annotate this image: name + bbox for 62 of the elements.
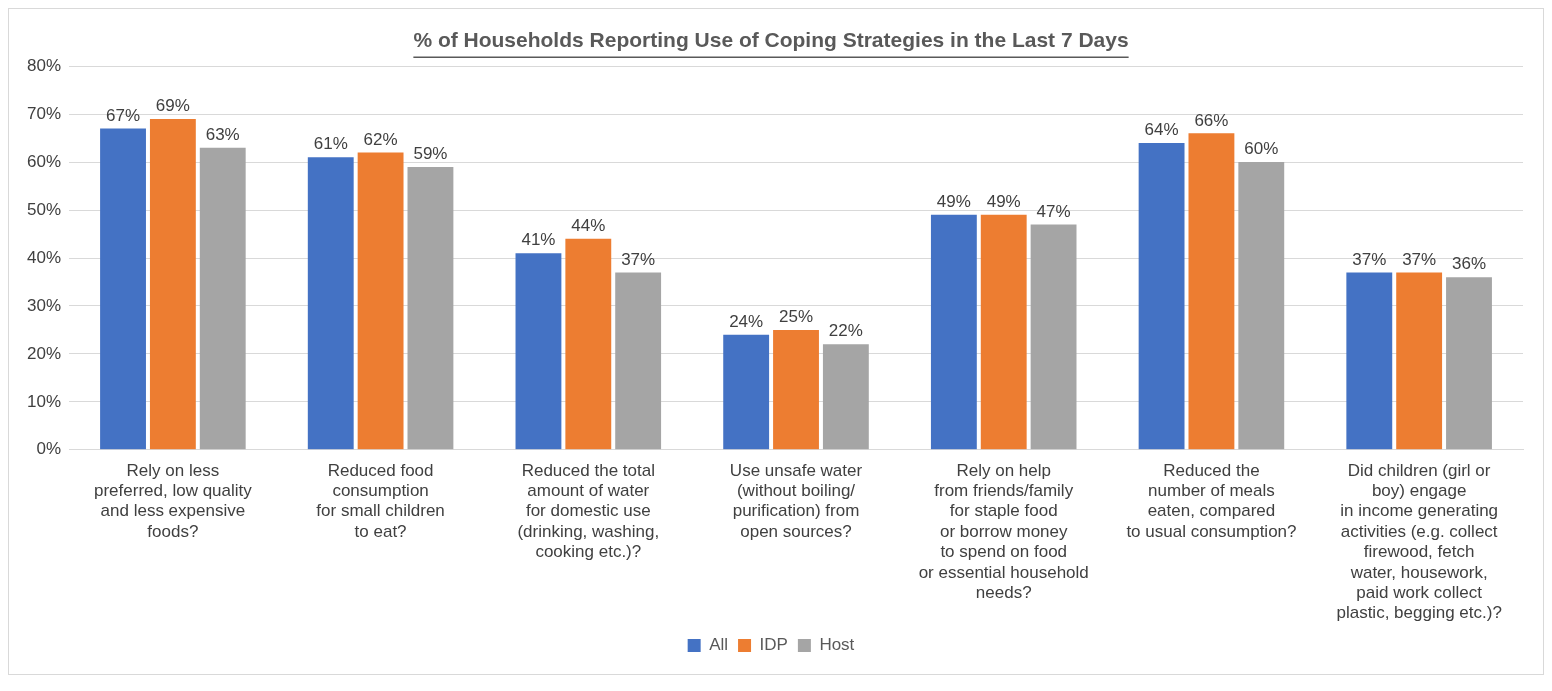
x-tick-label: Rely on less preferred, low quality and less expensive foods? — [93, 460, 253, 541]
data-label: 47% — [1036, 201, 1071, 221]
bar — [1238, 162, 1285, 450]
data-label: 63% — [205, 124, 240, 144]
y-tick-label: 50% — [26, 199, 62, 219]
x-tick-label: Rely on help from friends/family for staple food or borrow money to spend on food or essential household needs? — [918, 460, 1089, 603]
y-tick-label: 40% — [26, 247, 62, 267]
legend-label: Host — [819, 635, 855, 655]
bar — [515, 253, 562, 450]
data-label: 22% — [828, 321, 863, 341]
data-label: 36% — [1451, 254, 1487, 274]
x-tick-label: Reduced the total amount of water for domestic use (drinking, washing, cooking etc.)? — [517, 460, 660, 562]
data-label: 25% — [779, 307, 814, 327]
data-label: 49% — [936, 192, 971, 212]
data-label: 64% — [1144, 120, 1179, 140]
y-tick-label: 20% — [26, 343, 62, 363]
y-tick-label: 70% — [26, 103, 62, 123]
bar — [773, 329, 819, 450]
bar — [100, 128, 146, 450]
bar — [1138, 142, 1185, 450]
data-label: 24% — [729, 311, 764, 331]
y-tick-label: 80% — [26, 55, 62, 75]
bar — [822, 344, 869, 450]
data-label: 44% — [571, 216, 606, 236]
data-label: 49% — [986, 192, 1021, 212]
data-label: 66% — [1194, 110, 1229, 130]
bar — [407, 166, 454, 450]
bar — [615, 272, 662, 450]
data-label: 62% — [363, 129, 398, 149]
bar — [1030, 224, 1077, 450]
y-tick-label: 10% — [26, 391, 62, 411]
bar — [149, 118, 196, 450]
bar — [723, 334, 770, 450]
y-tick-label: 30% — [26, 295, 62, 315]
bar — [199, 147, 246, 450]
y-tick-label: 60% — [26, 151, 62, 171]
data-label: 37% — [1402, 249, 1437, 269]
x-tick-label: Use unsafe water (without boiling/ purification) from open sources? — [729, 460, 863, 541]
bar — [930, 214, 977, 450]
y-tick-label: 0% — [36, 439, 62, 459]
x-tick-label: Did children (girl or boy) engage in income generating activities (e.g. collect firewood, fetch water, housework, paid work collect plastic, begging etc.)? — [1336, 460, 1502, 623]
data-label: 67% — [106, 105, 141, 125]
bar — [1446, 277, 1492, 450]
x-tick-label: Reduced food consumption for small children to eat? — [316, 460, 445, 541]
data-label: 61% — [313, 134, 348, 154]
bar — [357, 152, 404, 450]
bar — [1396, 272, 1443, 450]
data-label: 69% — [155, 96, 190, 116]
chart-title: % of Households Reporting Use of Coping Strategies in the Last 7 Days — [413, 28, 1129, 52]
x-tick-label: Reduced the number of meals eaten, compared to usual consumption? — [1126, 460, 1297, 541]
bar — [1188, 133, 1235, 450]
bar — [980, 214, 1027, 450]
data-label: 59% — [413, 144, 448, 164]
data-label: 41% — [521, 230, 556, 250]
bar — [565, 238, 612, 450]
legend-label: All — [709, 635, 729, 655]
bar — [1346, 272, 1393, 450]
data-label: 37% — [621, 249, 656, 269]
legend-label: IDP — [759, 635, 788, 655]
data-label: 37% — [1352, 249, 1387, 269]
bar — [307, 157, 354, 450]
data-label: 60% — [1244, 139, 1279, 159]
